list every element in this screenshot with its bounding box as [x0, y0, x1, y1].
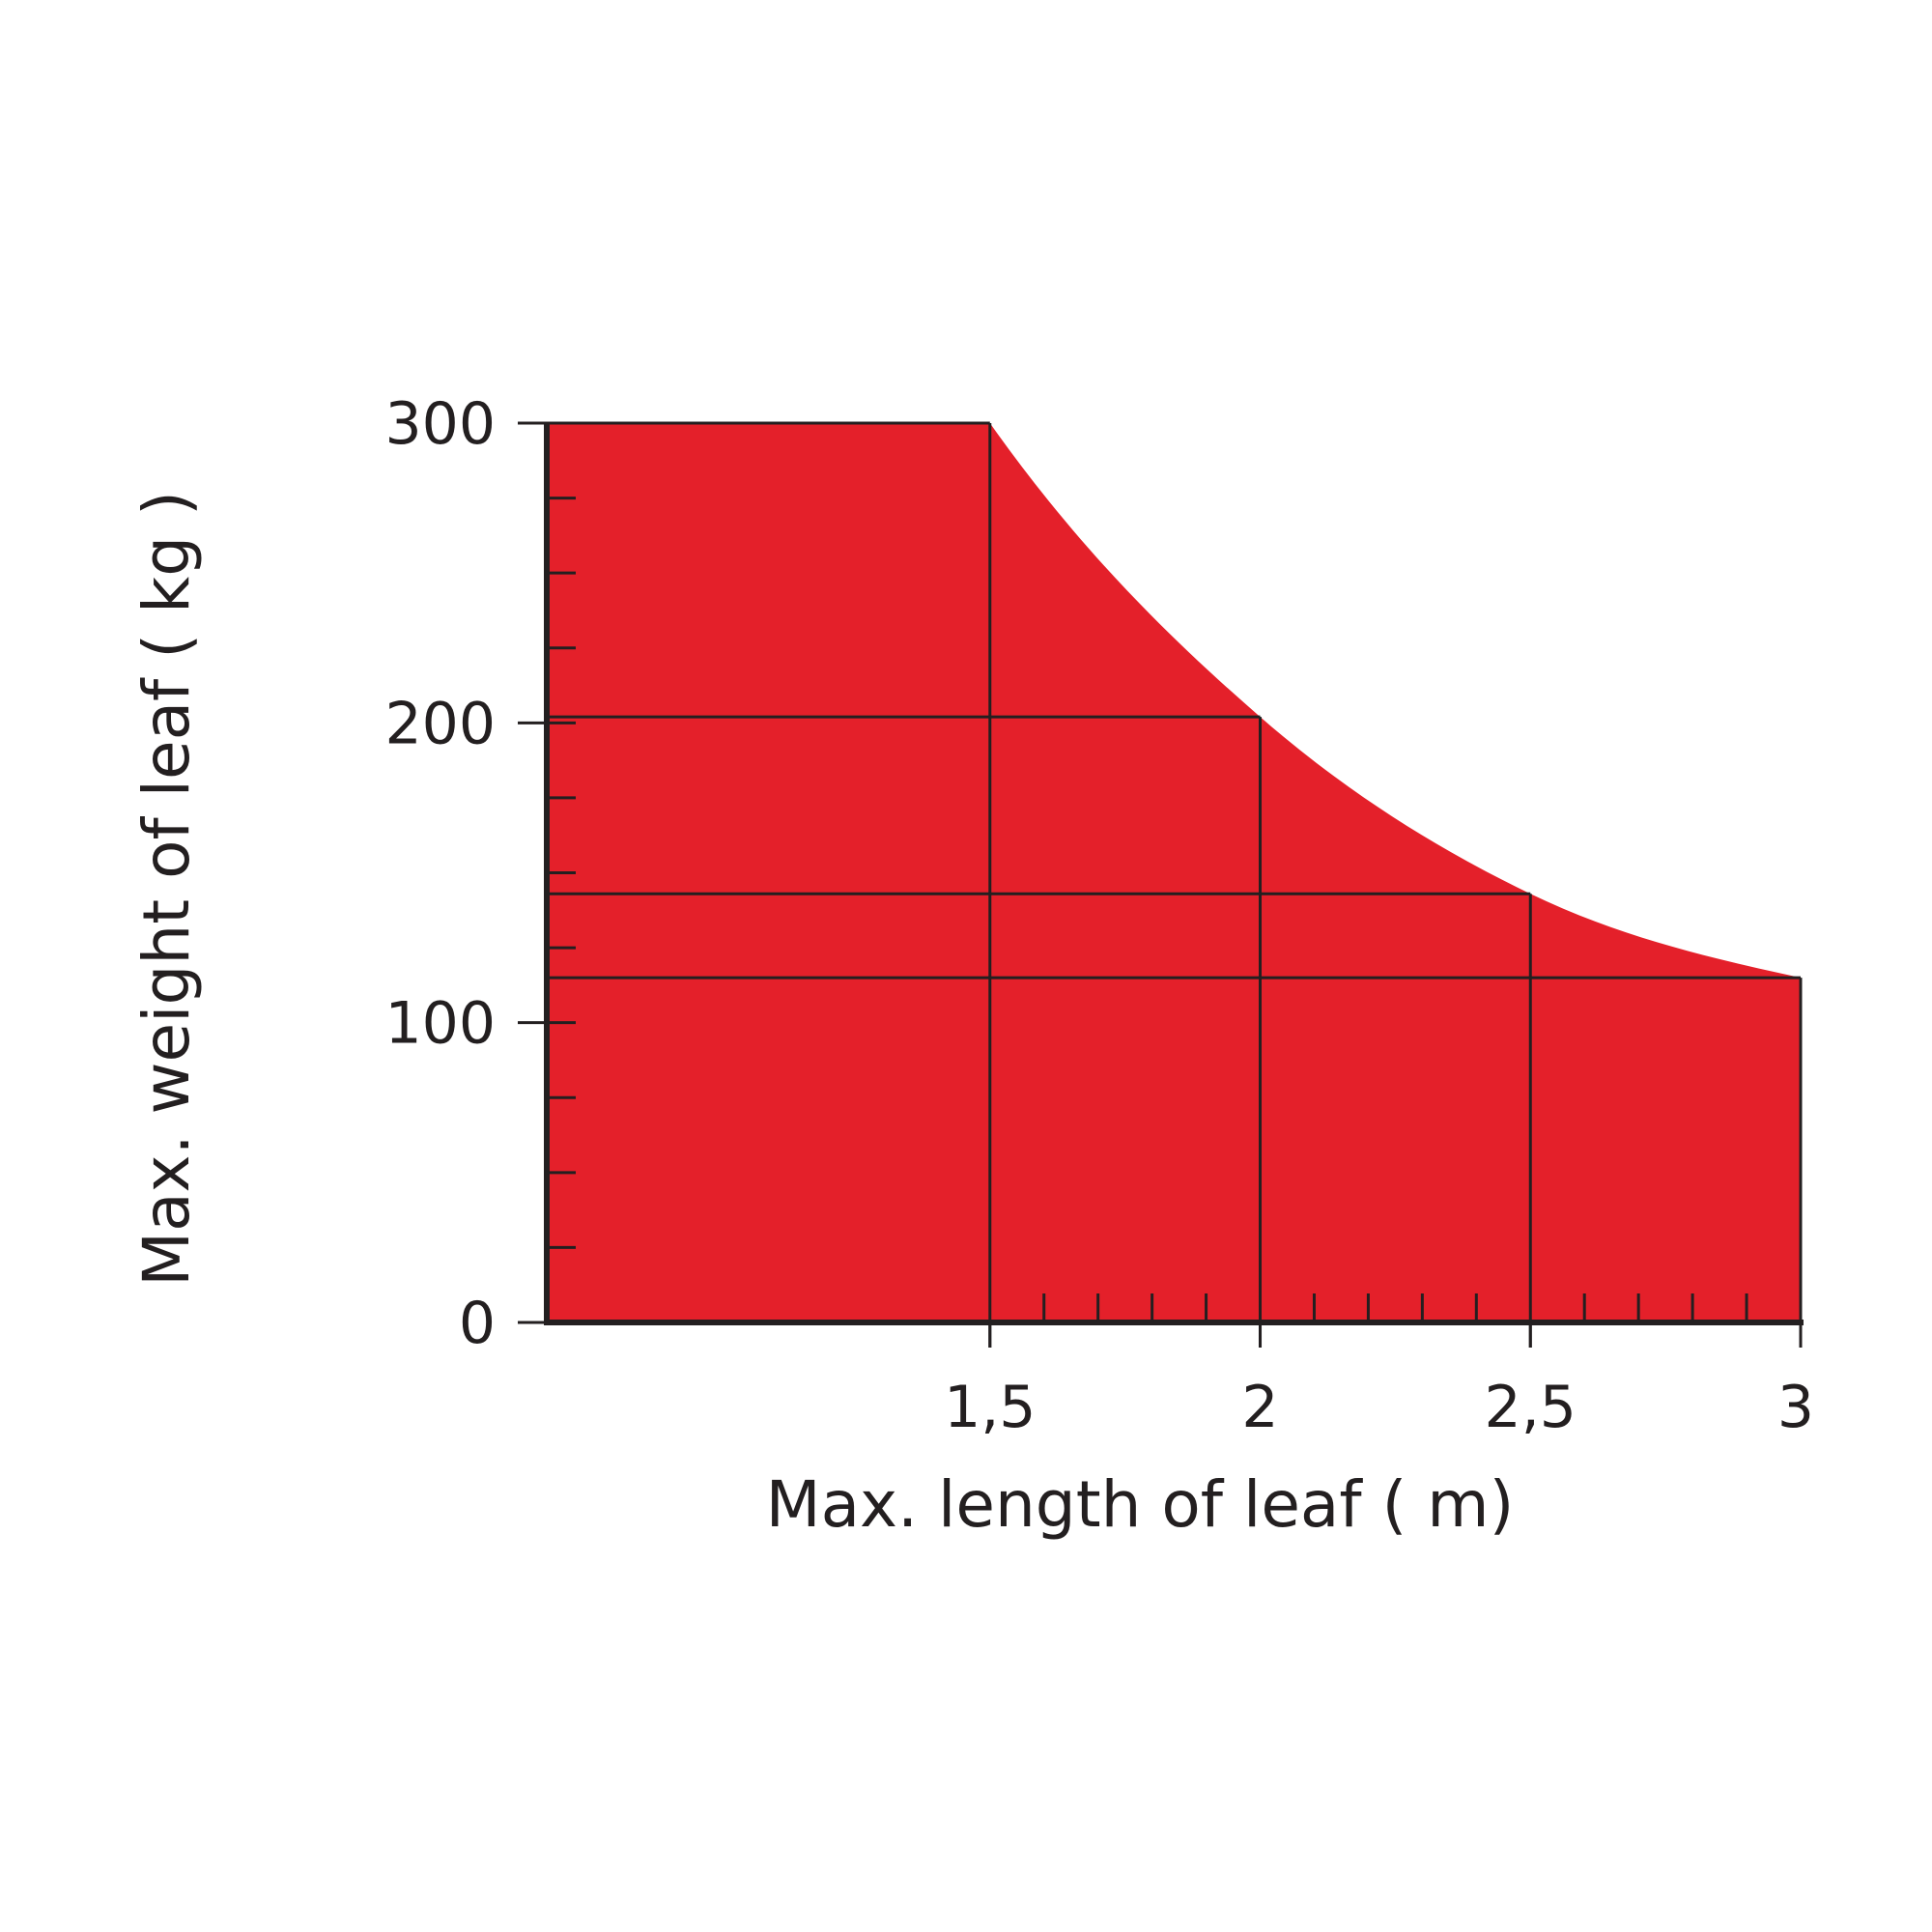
- x-tick-label: 2,5: [1485, 1374, 1577, 1441]
- x-axis-title: Max. length of leaf ( m): [766, 1467, 1515, 1542]
- y-tick-label: 0: [459, 1290, 496, 1357]
- area-fill: [547, 423, 1801, 1322]
- y-axis-title: Max. weight of leaf ( kg ): [129, 491, 204, 1287]
- y-tick-label: 200: [384, 690, 496, 757]
- reference-lines: [547, 423, 1803, 1348]
- ticks: 0 100 200 300 1,5 2 2,5 3: [384, 390, 1814, 1441]
- x-tick-label: 1,5: [944, 1374, 1036, 1441]
- y-tick-label: 100: [384, 990, 496, 1058]
- x-tick-label: 2: [1241, 1374, 1278, 1441]
- x-tick-label: 3: [1777, 1374, 1814, 1441]
- area-layer: [547, 421, 1801, 1322]
- y-tick-label: 300: [384, 390, 496, 458]
